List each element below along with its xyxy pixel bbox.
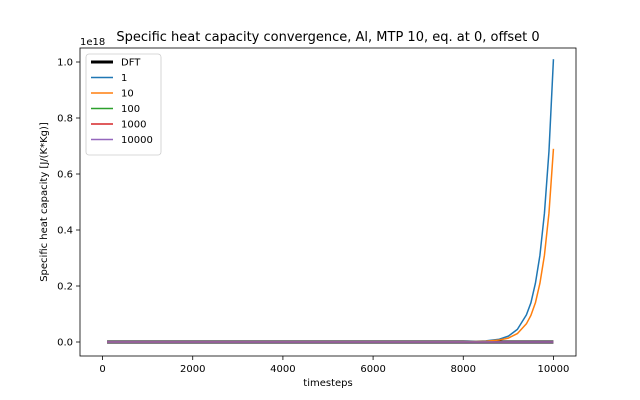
x-tick-label: 6000 (360, 364, 385, 375)
plot-frame (79, 47, 577, 357)
y-offset-label: 1e18 (80, 37, 105, 48)
legend-label: 1000 (121, 120, 146, 131)
legend-label: 10000 (121, 135, 153, 146)
legend: DFT 1 10 100 1000 10000 (85, 53, 162, 156)
x-axis-label: timesteps (303, 378, 352, 389)
x-tick-label: 10000 (538, 364, 570, 375)
legend-box (85, 53, 162, 156)
legend-label: 100 (121, 104, 140, 115)
y-axis-label: Specific heat capacity [J/(K*Kg)] (39, 122, 50, 282)
x-tick-label: 8000 (451, 364, 476, 375)
x-tick-label: 4000 (270, 364, 295, 375)
y-tick-label: 0.6 (57, 170, 73, 181)
x-tick-label: 0 (99, 364, 105, 375)
x-tick-label: 2000 (180, 364, 205, 375)
x-axis: 0 2000 4000 6000 8000 10000 (99, 356, 569, 375)
y-tick-label: 0.8 (57, 114, 73, 125)
chart-title: Specific heat capacity convergence, Al, … (116, 30, 539, 45)
y-tick-label: 1.0 (57, 58, 73, 69)
y-tick-label: 0.2 (57, 282, 73, 293)
legend-label: 1 (121, 73, 127, 84)
legend-label: 10 (121, 89, 134, 100)
y-tick-label: 0.4 (57, 226, 73, 237)
y-axis: 0.0 0.2 0.4 0.6 0.8 1.0 (57, 58, 80, 349)
y-tick-label: 0.0 (57, 338, 73, 349)
plot-area (107, 59, 555, 344)
legend-label: DFT (121, 58, 141, 69)
